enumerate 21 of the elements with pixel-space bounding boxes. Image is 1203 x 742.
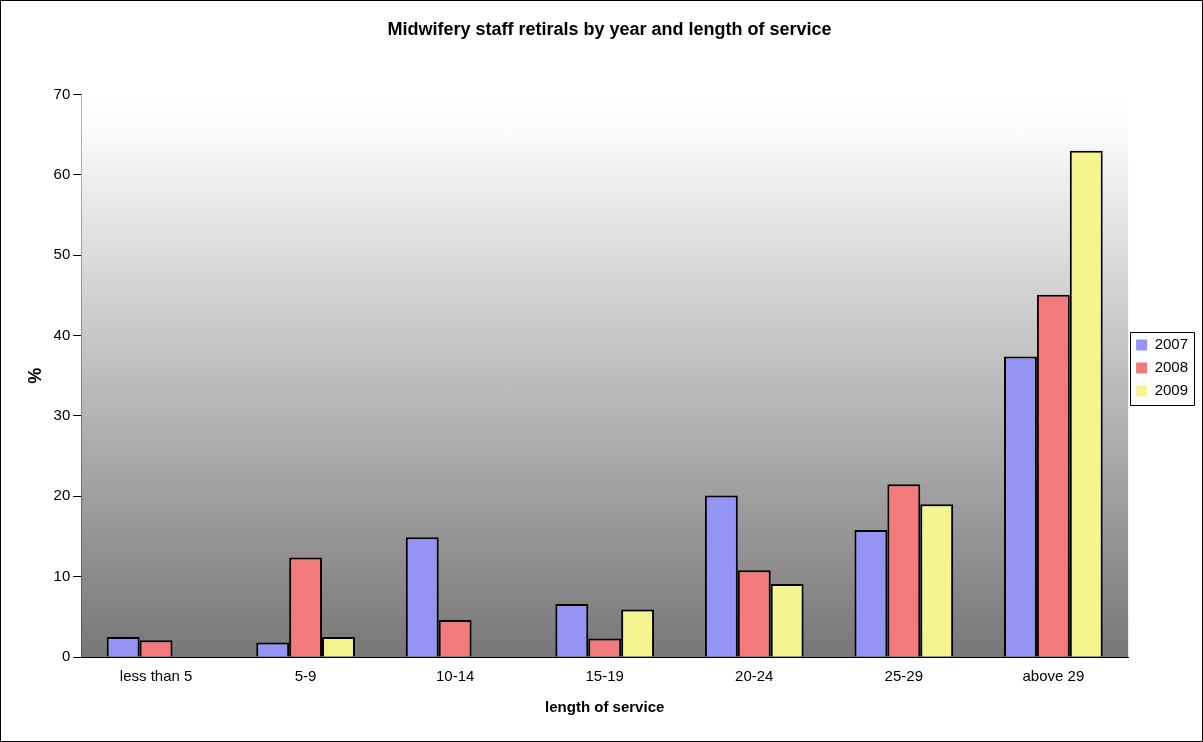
y-tick-label: 60 xyxy=(53,165,71,183)
y-tick-label: 30 xyxy=(53,406,71,424)
x-axis-title: length of service xyxy=(545,698,665,716)
chart-title: Midwifery staff retirals by year and length of service xyxy=(387,18,832,39)
y-tick-label: 20 xyxy=(53,486,71,504)
y-tick-label: 70 xyxy=(53,84,71,102)
x-tick-label: 25-29 xyxy=(884,667,923,685)
x-tick-label: above 29 xyxy=(1022,667,1085,685)
x-tick-label: less than 5 xyxy=(119,667,193,685)
x-tick-label: 5-9 xyxy=(294,667,317,685)
y-axis-title: % xyxy=(24,367,45,384)
y-tick-label: 0 xyxy=(61,647,71,665)
legend-label: 2007 xyxy=(1154,335,1189,353)
y-tick-label: 50 xyxy=(53,245,71,263)
legend-label: 2009 xyxy=(1154,381,1189,399)
x-tick-label: 20-24 xyxy=(735,667,774,685)
x-tick-label: 15-19 xyxy=(585,667,624,685)
x-tick-label: 10-14 xyxy=(435,667,475,685)
legend-label: 2008 xyxy=(1154,358,1189,376)
y-tick-label: 10 xyxy=(53,566,71,584)
y-tick-label: 40 xyxy=(53,325,71,343)
